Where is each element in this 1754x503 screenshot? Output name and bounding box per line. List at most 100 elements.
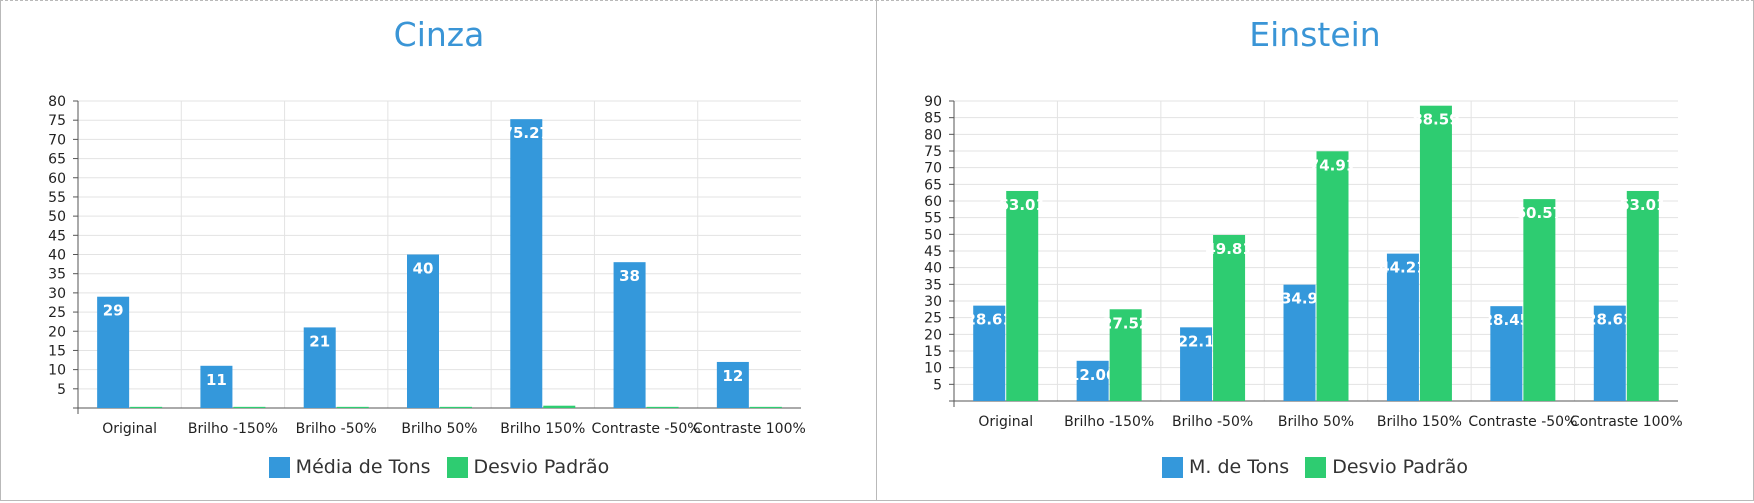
bar[interactable] bbox=[336, 406, 369, 408]
chart-legend: Média de Tons Desvio Padrão bbox=[1, 456, 877, 478]
x-tick-label: Brilho -50% bbox=[1172, 414, 1253, 430]
bar[interactable] bbox=[1180, 327, 1213, 401]
bar[interactable] bbox=[973, 305, 1006, 401]
data-label: 28.45 bbox=[1483, 311, 1530, 329]
data-label: 63.01 bbox=[998, 196, 1045, 214]
bar[interactable] bbox=[200, 365, 233, 408]
legend-swatch bbox=[446, 456, 468, 478]
bar[interactable] bbox=[1626, 190, 1659, 401]
y-tick-label: 40 bbox=[48, 248, 66, 264]
y-tick-label: 65 bbox=[48, 152, 66, 168]
bar[interactable] bbox=[1316, 151, 1349, 401]
bar[interactable] bbox=[749, 406, 782, 408]
data-label: 38 bbox=[619, 267, 640, 285]
y-tick-label: 20 bbox=[924, 327, 942, 343]
bar[interactable] bbox=[1386, 253, 1419, 401]
legend-entry[interactable]: Desvio Padrão bbox=[1305, 456, 1468, 478]
bar[interactable] bbox=[1213, 234, 1246, 401]
x-tick-label: Brilho 50% bbox=[401, 421, 477, 437]
data-label: 22.1 bbox=[1178, 332, 1215, 350]
x-tick-label: Original bbox=[102, 421, 157, 437]
bar[interactable] bbox=[1523, 199, 1556, 401]
data-label: 29 bbox=[103, 302, 124, 320]
x-tick-label: Brilho -150% bbox=[1064, 414, 1154, 430]
bar[interactable] bbox=[130, 406, 163, 408]
y-tick-label: 60 bbox=[48, 171, 66, 187]
y-tick-label: 5 bbox=[933, 377, 942, 393]
bar[interactable] bbox=[543, 405, 576, 408]
data-label: 44.21 bbox=[1379, 259, 1426, 277]
x-tick-label: Original bbox=[978, 414, 1033, 430]
bar[interactable] bbox=[440, 406, 472, 408]
y-tick-label: 35 bbox=[48, 267, 66, 283]
x-tick-label: Brilho 150% bbox=[500, 421, 585, 437]
data-label: 12.06 bbox=[1069, 366, 1116, 384]
bar[interactable] bbox=[407, 254, 439, 409]
legend-label: Desvio Padrão bbox=[1332, 456, 1468, 478]
bar[interactable] bbox=[233, 406, 266, 408]
y-tick-label: 25 bbox=[924, 311, 942, 327]
bar[interactable] bbox=[303, 327, 336, 408]
data-label: 28.61 bbox=[1586, 311, 1633, 329]
y-tick-label: 50 bbox=[924, 227, 942, 243]
y-tick-label: 30 bbox=[924, 294, 942, 310]
y-tick-label: 70 bbox=[48, 132, 66, 148]
x-tick-label: Contraste 100% bbox=[693, 421, 806, 437]
y-tick-label: 35 bbox=[924, 277, 942, 293]
x-tick-label: Brilho -150% bbox=[188, 421, 278, 437]
y-tick-label: 20 bbox=[48, 324, 66, 340]
y-tick-label: 55 bbox=[924, 211, 942, 227]
bar[interactable] bbox=[510, 119, 543, 409]
bar[interactable] bbox=[1076, 360, 1109, 401]
bar[interactable] bbox=[1006, 190, 1039, 401]
x-tick-label: Brilho 150% bbox=[1377, 414, 1462, 430]
legend-entry[interactable]: M. de Tons bbox=[1161, 456, 1290, 478]
y-tick-label: 80 bbox=[924, 127, 942, 143]
chart-panel-cinza: Cinza 5 10 15 20 25 30 35 40 45 50 55 60 65 70 75 80 29 O… bbox=[0, 0, 878, 501]
y-tick-label: 45 bbox=[48, 228, 66, 244]
y-tick-label: 10 bbox=[48, 363, 66, 379]
bar-chart-cinza: 5 10 15 20 25 30 35 40 45 50 55 60 65 70 75 80 29 Origina… bbox=[48, 94, 806, 437]
bar[interactable] bbox=[1109, 309, 1142, 401]
y-tick-label: 60 bbox=[924, 194, 942, 210]
chart-panel-einstein: Einstein 5 10 15 20 25 30 35 40 45 50 55 60 65 70 75 80… bbox=[876, 0, 1754, 501]
y-tick-label: 75 bbox=[924, 144, 942, 160]
x-tick-label: Brilho -50% bbox=[296, 421, 377, 437]
legend-swatch bbox=[268, 456, 290, 478]
y-tick-label: 15 bbox=[48, 343, 66, 359]
legend-label: Desvio Padrão bbox=[473, 456, 610, 478]
x-tick-label: Brilho 50% bbox=[1278, 414, 1354, 430]
bar[interactable] bbox=[716, 361, 749, 408]
y-tick-label: 40 bbox=[924, 261, 942, 277]
bar[interactable] bbox=[1283, 284, 1316, 401]
x-tick-label: Contraste 100% bbox=[1570, 414, 1683, 430]
bar[interactable] bbox=[1419, 105, 1452, 401]
y-tick-label: 65 bbox=[924, 177, 942, 193]
y-tick-label: 70 bbox=[924, 161, 942, 177]
legend-entry[interactable]: Desvio Padrão bbox=[446, 456, 610, 478]
legend-swatch bbox=[1305, 456, 1327, 478]
legend-label: M. de Tons bbox=[1188, 456, 1290, 478]
bar[interactable] bbox=[97, 296, 130, 408]
bar[interactable] bbox=[646, 406, 679, 408]
legend-entry[interactable]: Média de Tons bbox=[268, 456, 431, 478]
data-label: 75.27 bbox=[503, 124, 550, 142]
y-tick-label: 30 bbox=[48, 286, 66, 302]
y-tick-label: 10 bbox=[924, 361, 942, 377]
data-label: 49.81 bbox=[1205, 240, 1252, 258]
y-tick-label: 80 bbox=[48, 94, 66, 110]
chart-title: Cinza bbox=[393, 15, 485, 54]
data-label: 88.59 bbox=[1412, 111, 1459, 129]
y-tick-label: 55 bbox=[48, 190, 66, 206]
data-label: 12 bbox=[722, 367, 743, 385]
bar[interactable] bbox=[1593, 305, 1626, 401]
chart-legend: M. de Tons Desvio Padrão bbox=[877, 456, 1753, 478]
y-tick-label: 50 bbox=[48, 209, 66, 225]
data-label: 74.91 bbox=[1309, 156, 1356, 174]
chart-title: Einstein bbox=[1249, 15, 1381, 54]
y-tick-label: 90 bbox=[924, 94, 942, 110]
bar[interactable] bbox=[1490, 306, 1523, 401]
bar[interactable] bbox=[613, 262, 646, 408]
